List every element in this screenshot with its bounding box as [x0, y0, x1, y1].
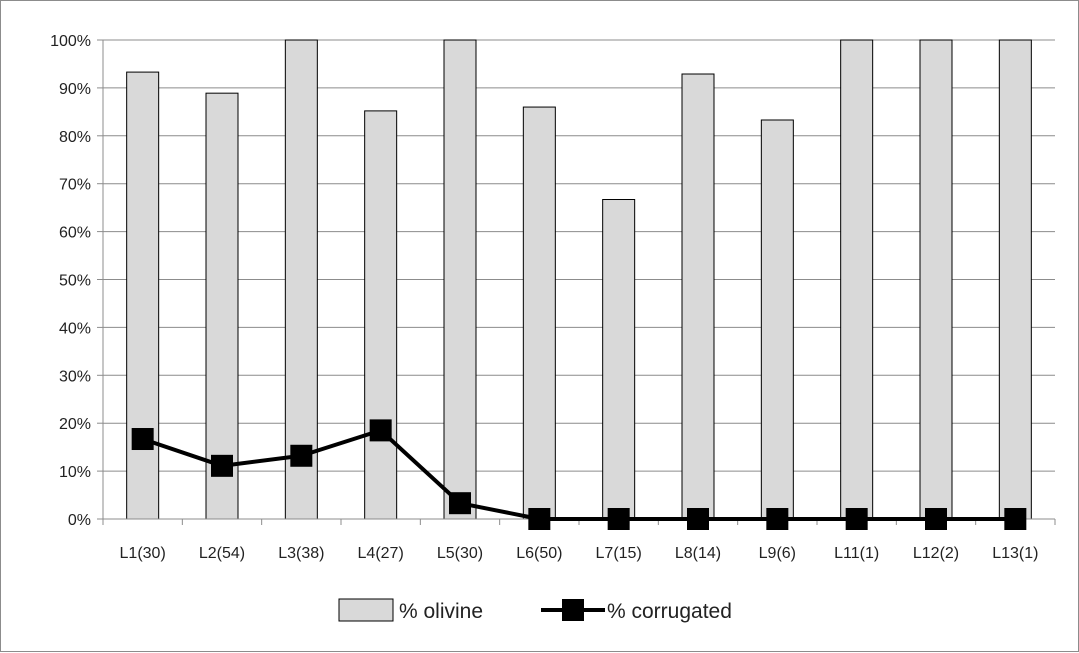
olivine-bar — [602, 199, 636, 520]
gridlines — [103, 39, 1055, 472]
y-tick-label: 100% — [50, 33, 91, 50]
corrugated-marker — [607, 508, 630, 530]
corrugated-marker — [687, 508, 709, 530]
olivine-bar — [126, 71, 160, 520]
corrugated-marker — [845, 508, 868, 530]
y-tick-label: 40% — [59, 320, 91, 337]
corrugated-marker — [290, 444, 313, 467]
olivine-bar — [760, 119, 794, 520]
x-tick-label: L5(30) — [437, 545, 483, 562]
y-tick-label: 0% — [68, 512, 91, 529]
x-tick-label: L4(27) — [358, 545, 404, 562]
axis-labels: 0% 10% 20% 30% 40% 50% 60% 70% 80% 90% 100% L1(30) L… — [50, 33, 1038, 562]
olivine-bar — [998, 39, 1032, 520]
y-tick-label: 70% — [59, 177, 91, 194]
x-tick-label: L1(30) — [120, 545, 166, 562]
x-tick-label: L11(1) — [834, 545, 879, 562]
legend-marker-corrugated — [562, 599, 584, 621]
corrugated-marker — [766, 508, 789, 530]
legend-label-olivine: % olivine — [399, 600, 483, 623]
x-tick-label: L2(54) — [199, 545, 245, 562]
olivine-bar — [919, 39, 953, 520]
legend: % olivine % corrugated — [338, 598, 732, 623]
legend-label-corrugated: % corrugated — [607, 600, 732, 623]
x-tick-label: L3(38) — [278, 545, 324, 562]
corrugated-marker — [1004, 508, 1027, 530]
x-tick-label: L12(2) — [913, 545, 959, 562]
y-tick-label: 10% — [59, 464, 91, 481]
y-tick-label: 20% — [59, 416, 91, 433]
corrugated-line-path — [142, 428, 1016, 521]
x-tick-label: L6(50) — [516, 545, 562, 562]
olivine-bar — [205, 92, 239, 520]
y-tick-label: 50% — [59, 273, 91, 290]
y-tick-label: 30% — [59, 368, 91, 385]
x-tick-label: L13(1) — [992, 545, 1038, 562]
olivine-bar — [364, 110, 398, 520]
olivine-bar — [840, 39, 874, 520]
axes — [97, 39, 1056, 525]
corrugated-marker — [925, 508, 947, 530]
corrugated-line — [131, 419, 1027, 530]
y-tick-label: 90% — [59, 81, 91, 98]
olivine-bar — [522, 106, 556, 520]
corrugated-marker — [211, 454, 233, 477]
corrugated-marker — [528, 508, 551, 530]
olivine-bar — [443, 39, 477, 520]
y-tick-label: 60% — [59, 225, 91, 242]
olivine-bar — [681, 73, 715, 520]
corrugated-marker — [369, 419, 392, 442]
legend-swatch-olivine — [338, 598, 394, 622]
x-tick-label: L8(14) — [675, 545, 721, 562]
corrugated-marker — [131, 428, 154, 451]
x-tick-label: L9(6) — [759, 545, 796, 562]
corrugated-marker — [449, 492, 471, 515]
y-tick-label: 80% — [59, 129, 91, 146]
x-tick-label: L7(15) — [596, 545, 642, 562]
